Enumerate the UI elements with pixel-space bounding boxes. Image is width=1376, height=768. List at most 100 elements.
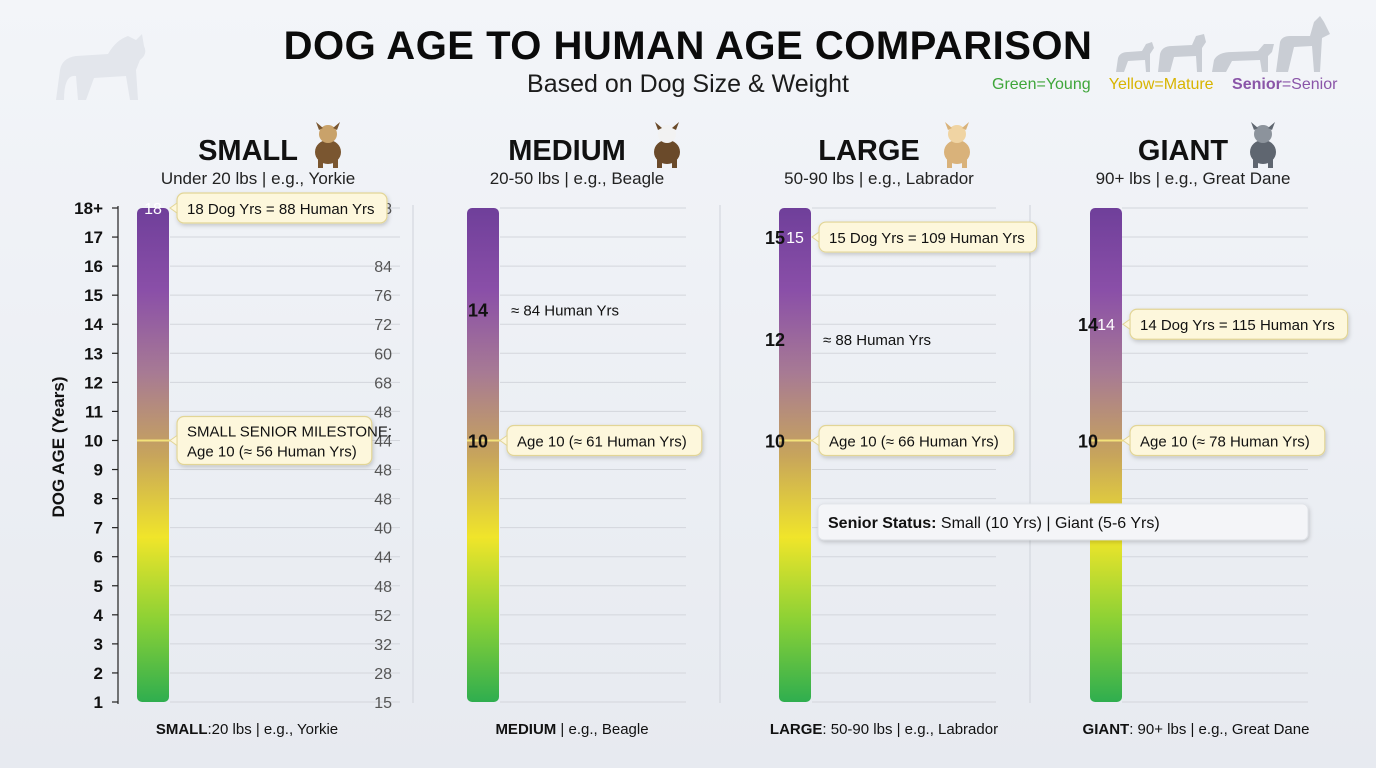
y-tick-label: 14 [84, 315, 103, 334]
human-age-value: 15 [374, 695, 392, 712]
callout-box: Age 10 (≈ 61 Human Yrs) [499, 424, 703, 457]
age-bar [137, 208, 169, 702]
panel-footer-bold: SMALL [156, 721, 208, 738]
age-bar [779, 208, 811, 702]
callout-box: Age 10 (≈ 78 Human Yrs) [1122, 424, 1326, 457]
panel-footer: MEDIUM | e.g., Beagle [495, 721, 648, 738]
y-tick-label: 12 [84, 373, 103, 392]
callout-text: ≈ 84 Human Yrs [511, 303, 619, 320]
callout-box: SMALL SENIOR MILESTONE: Age 10 (≈ 56 Huma… [169, 415, 392, 466]
panel-footer-bold: LARGE [770, 721, 823, 738]
human-age-value: 28 [374, 666, 392, 683]
callout-text: Age 10 (≈ 66 Human Yrs) [829, 433, 999, 450]
y-tick-label: 15 [84, 286, 103, 305]
human-age-value: 60 [374, 346, 392, 363]
panel-title: GIANT [1138, 135, 1229, 167]
age-bar [1090, 208, 1122, 702]
callout-text: SMALL SENIOR MILESTONE: [187, 423, 392, 440]
panel-subtitle: 20-50 lbs | e.g., Beagle [490, 169, 665, 188]
panel-footer-rest: | e.g., Beagle [556, 721, 648, 738]
human-age-value: 72 [374, 317, 392, 334]
senior-status-text: Senior Status: Small (10 Yrs) | Giant (5… [828, 515, 1160, 532]
y-tick-label: 18+ [74, 199, 103, 218]
y-tick-label: 11 [85, 402, 103, 421]
size-panel-small: SMALL Under 20 lbs | e.g., Yorkie 18 18 Dog… [137, 122, 392, 738]
callout-box: Age 10 (≈ 66 Human Yrs) [811, 424, 1015, 457]
callout-text: Age 10 (≈ 56 Human Yrs) [187, 443, 357, 460]
y-tick-label: 10 [84, 431, 103, 450]
panel-age-tick: 12 [765, 330, 785, 350]
panel-footer-rest: : 50-90 lbs | e.g., Labrador [822, 721, 998, 738]
callout-text: ≈ 88 Human Yrs [823, 332, 931, 349]
senior-status-rest: Small (10 Yrs) | Giant (5-6 Yrs) [936, 515, 1159, 532]
panel-age-tick: 10 [765, 431, 785, 451]
panel-footer-bold: GIANT [1083, 721, 1130, 738]
panel-footer: GIANT: 90+ lbs | e.g., Great Dane [1083, 721, 1310, 738]
y-tick-label: 2 [94, 664, 103, 683]
callout-text: Age 10 (≈ 78 Human Yrs) [1140, 433, 1310, 450]
human-age-value: 40 [374, 521, 392, 538]
bar-top-label: 15 [786, 230, 804, 247]
yorkie-icon [315, 122, 341, 168]
panel-footer-bold: MEDIUM [495, 721, 556, 738]
human-age-value: 84 [374, 259, 392, 276]
panel-age-tick: 14 [468, 301, 488, 321]
panel-title: LARGE [818, 135, 920, 167]
panel-age-tick: 15 [765, 228, 785, 248]
labrador-icon [944, 122, 970, 168]
panel-age-tick: 10 [468, 431, 488, 451]
panel-age-tick: 14 [1078, 315, 1098, 335]
panel-age-tick: 10 [1078, 431, 1098, 451]
background-dog-icon [56, 34, 146, 100]
human-age-value: 48 [374, 579, 392, 596]
y-tick-label: 8 [94, 490, 103, 509]
callout-text: Age 10 (≈ 61 Human Yrs) [517, 433, 687, 450]
y-tick-label: 4 [94, 606, 104, 625]
panel-subtitle: Under 20 lbs | e.g., Yorkie [161, 169, 355, 188]
callout-text: 14 Dog Yrs = 115 Human Yrs [1140, 317, 1335, 334]
y-axis-label: DOG AGE (Years) [49, 376, 68, 517]
y-tick-label: 13 [84, 344, 103, 363]
size-panel-medium: MEDIUM 20-50 lbs | e.g., Beagle 14 10 ≈ 84 H… [467, 122, 703, 738]
y-tick-label: 3 [94, 635, 103, 654]
legend-senior-bold: Senior [1232, 76, 1282, 93]
chart-subtitle: Based on Dog Size & Weight [527, 70, 849, 98]
bar-top-label: 18 [144, 201, 162, 218]
legend-senior-rest: =Senior [1281, 76, 1338, 93]
legend-senior: Senior=Senior [1232, 76, 1337, 93]
legend-young: Green=Young [992, 76, 1091, 93]
legend: Green=Young Yellow=Mature Senior=Senior [992, 76, 1351, 94]
senior-status-note: Senior Status: Small (10 Yrs) | Giant (5… [817, 503, 1309, 541]
great-dane-icon [1250, 122, 1276, 168]
legend-mature: Yellow=Mature [1108, 76, 1214, 93]
human-age-value: 68 [374, 375, 392, 392]
panel-footer: LARGE: 50-90 lbs | e.g., Labrador [770, 721, 998, 738]
callout-text: 15 Dog Yrs = 109 Human Yrs [829, 230, 1025, 247]
human-age-value: 48 [374, 492, 392, 509]
y-tick-label: 6 [94, 548, 103, 567]
panel-subtitle: 90+ lbs | e.g., Great Dane [1096, 169, 1291, 188]
panel-subtitle: 50-90 lbs | e.g., Labrador [784, 169, 974, 188]
human-age-value: 52 [374, 608, 392, 625]
y-tick-label: 17 [84, 228, 103, 247]
panel-footer-rest: : 90+ lbs | e.g., Great Dane [1129, 721, 1309, 738]
callout-box: 15 Dog Yrs = 109 Human Yrs [811, 221, 1038, 253]
bar-top-label: 14 [1097, 317, 1115, 334]
callout-box: 14 Dog Yrs = 115 Human Yrs [1122, 308, 1349, 340]
human-age-value: 44 [374, 433, 392, 450]
y-tick-label: 5 [94, 577, 103, 596]
callout-box: 18 Dog Yrs = 88 Human Yrs [169, 192, 388, 224]
chart-title: DOG AGE TO HUMAN AGE COMPARISON [283, 24, 1093, 68]
callout-text: 18 Dog Yrs = 88 Human Yrs [187, 201, 374, 218]
senior-status-bold: Senior Status: [828, 515, 936, 532]
y-tick-label: 1 [94, 693, 103, 712]
human-age-value: 44 [374, 550, 392, 567]
panel-footer: SMALL:20 lbs | e.g., Yorkie [156, 721, 338, 738]
y-tick-label: 16 [84, 257, 103, 276]
human-age-value: 48 [374, 463, 392, 480]
y-tick-label: 7 [94, 519, 103, 538]
beagle-icon [654, 122, 680, 168]
